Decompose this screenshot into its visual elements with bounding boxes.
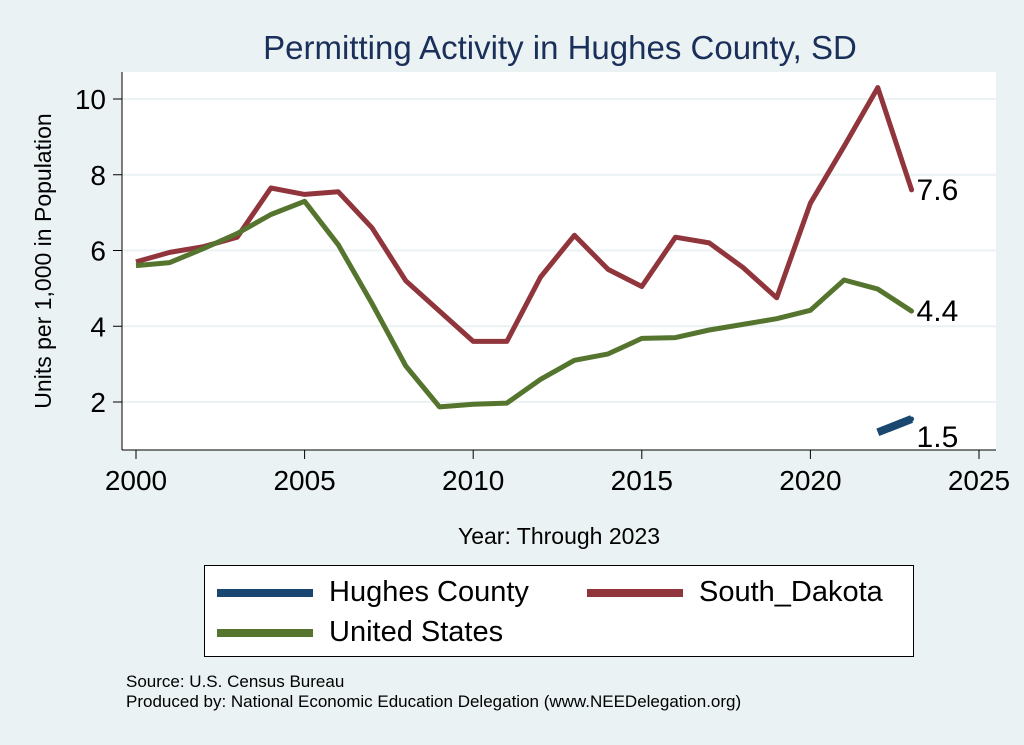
line-chart: 2 4 6 8 10 2000 2005 2010 2015 2020 2025 1.5 7.6 4.… bbox=[30, 29, 1010, 549]
produced-by-note: Produced by: National Economic Education… bbox=[126, 692, 742, 711]
series-end-point-south-dakota bbox=[909, 187, 915, 193]
y-axis-title: Units per 1,000 in Population bbox=[30, 113, 56, 408]
end-label-united-states: 4.4 bbox=[917, 295, 959, 328]
legend-item-hughes-county: Hughes County bbox=[217, 576, 529, 609]
legend-swatch-south-dakota bbox=[587, 588, 683, 597]
end-label-hughes-county: 1.5 bbox=[917, 421, 959, 454]
y-tick-label-4: 4 bbox=[90, 311, 106, 342]
legend: Hughes County South_Dakota United States bbox=[204, 565, 914, 657]
y-tick-label-8: 8 bbox=[90, 160, 106, 191]
series-end-point-hughes-county bbox=[909, 416, 915, 422]
legend-label: Hughes County bbox=[329, 576, 529, 608]
x-tick-label-2015: 2015 bbox=[611, 465, 673, 496]
x-tick-label-2010: 2010 bbox=[442, 465, 504, 496]
x-tick-label-2000: 2000 bbox=[105, 465, 167, 496]
legend-item-united-states: United States bbox=[217, 616, 503, 649]
x-tick-label-2025: 2025 bbox=[948, 465, 1010, 496]
series-end-point-united-states bbox=[909, 308, 915, 314]
x-tick-label-2020: 2020 bbox=[779, 465, 841, 496]
series-line-south-dakota bbox=[135, 85, 914, 344]
end-labels: 1.5 7.6 4.4 bbox=[917, 174, 959, 454]
legend-swatch-united-states bbox=[217, 628, 313, 637]
legend-label: South_Dakota bbox=[699, 576, 883, 608]
y-tick-label-10: 10 bbox=[75, 84, 106, 115]
y-ticks: 2 4 6 8 10 bbox=[75, 84, 122, 418]
source-note: Source: U.S. Census Bureau bbox=[126, 672, 345, 691]
legend-swatch-hughes-county bbox=[217, 588, 313, 597]
axes bbox=[121, 72, 996, 451]
x-tick-label-2005: 2005 bbox=[273, 465, 335, 496]
plot-area bbox=[122, 72, 996, 450]
legend-label: United States bbox=[329, 616, 504, 648]
series-line-united-states bbox=[135, 198, 913, 410]
y-tick-label-2: 2 bbox=[90, 387, 106, 418]
end-label-south-dakota: 7.6 bbox=[917, 174, 959, 207]
series-line-hughes-county bbox=[876, 415, 914, 437]
y-tick-label-6: 6 bbox=[90, 236, 106, 267]
legend-item-south-dakota: South_Dakota bbox=[587, 576, 883, 609]
x-axis-title: Year: Through 2023 bbox=[458, 523, 660, 549]
series-lines bbox=[135, 85, 915, 437]
chart-title: Permitting Activity in Hughes County, SD bbox=[263, 29, 857, 66]
x-ticks: 2000 2005 2010 2015 2020 2025 bbox=[105, 450, 1010, 496]
